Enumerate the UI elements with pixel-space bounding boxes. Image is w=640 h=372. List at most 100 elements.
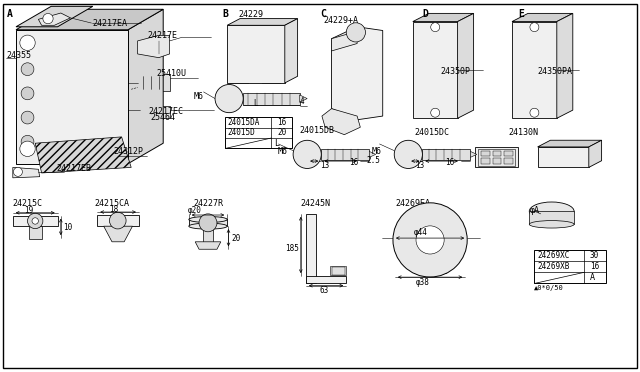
Bar bbox=[235, 33, 278, 74]
Bar bbox=[422, 23, 448, 31]
Bar bbox=[225, 117, 292, 148]
Polygon shape bbox=[16, 6, 93, 27]
Bar bbox=[475, 147, 518, 167]
Bar bbox=[481, 158, 490, 164]
Text: 16: 16 bbox=[445, 158, 454, 167]
Text: 24215CA: 24215CA bbox=[95, 199, 130, 208]
Bar bbox=[422, 109, 448, 116]
Text: 13: 13 bbox=[415, 161, 424, 170]
Bar bbox=[418, 92, 452, 106]
Circle shape bbox=[43, 13, 53, 24]
Text: 24269EA: 24269EA bbox=[396, 199, 431, 208]
Text: 16: 16 bbox=[277, 118, 286, 127]
Polygon shape bbox=[470, 151, 477, 157]
Bar bbox=[106, 95, 125, 114]
Bar bbox=[74, 147, 99, 160]
Bar bbox=[504, 151, 513, 156]
Bar bbox=[61, 95, 80, 114]
Text: φA: φA bbox=[529, 206, 540, 215]
Text: 24015DC: 24015DC bbox=[414, 128, 449, 137]
Text: 63: 63 bbox=[319, 286, 329, 295]
Circle shape bbox=[21, 87, 34, 100]
Polygon shape bbox=[413, 22, 458, 118]
Bar bbox=[140, 106, 170, 118]
Text: A: A bbox=[589, 273, 595, 282]
Text: 185: 185 bbox=[285, 244, 300, 253]
Circle shape bbox=[199, 214, 217, 232]
Bar bbox=[19, 86, 36, 101]
Polygon shape bbox=[512, 13, 573, 22]
Text: 24215C: 24215C bbox=[13, 199, 43, 208]
Polygon shape bbox=[16, 30, 128, 164]
Circle shape bbox=[393, 203, 467, 277]
Bar bbox=[106, 138, 125, 157]
Bar bbox=[418, 73, 452, 87]
Ellipse shape bbox=[189, 217, 227, 222]
Text: M6: M6 bbox=[278, 147, 288, 156]
Text: D: D bbox=[422, 9, 428, 19]
Text: M6: M6 bbox=[193, 92, 204, 101]
Polygon shape bbox=[300, 95, 307, 102]
Bar bbox=[517, 92, 552, 106]
Text: 24229+A: 24229+A bbox=[323, 16, 358, 25]
Circle shape bbox=[530, 23, 539, 32]
Circle shape bbox=[32, 218, 38, 224]
Bar bbox=[106, 117, 125, 135]
Polygon shape bbox=[322, 109, 360, 135]
Bar bbox=[106, 52, 125, 71]
Bar bbox=[414, 262, 446, 273]
Circle shape bbox=[416, 226, 444, 254]
Text: 24350PA: 24350PA bbox=[538, 67, 573, 76]
Ellipse shape bbox=[112, 218, 124, 223]
Text: C: C bbox=[320, 9, 326, 19]
Polygon shape bbox=[512, 22, 557, 118]
Bar bbox=[262, 75, 280, 83]
Text: 25464: 25464 bbox=[150, 113, 175, 122]
Text: 16: 16 bbox=[590, 262, 599, 271]
Bar bbox=[565, 151, 583, 157]
Bar bbox=[478, 149, 515, 166]
Circle shape bbox=[215, 84, 243, 113]
Bar bbox=[418, 54, 452, 68]
Polygon shape bbox=[332, 31, 357, 51]
Polygon shape bbox=[458, 13, 474, 118]
Bar bbox=[61, 74, 80, 92]
Text: 13: 13 bbox=[320, 161, 329, 170]
Bar bbox=[83, 117, 102, 135]
Text: M6: M6 bbox=[371, 147, 381, 156]
Text: 19: 19 bbox=[24, 206, 33, 215]
Text: 30: 30 bbox=[590, 251, 599, 260]
Text: 24217E: 24217E bbox=[147, 31, 177, 40]
Bar bbox=[332, 267, 345, 275]
Ellipse shape bbox=[404, 230, 456, 250]
Ellipse shape bbox=[529, 202, 574, 221]
Text: 24355: 24355 bbox=[6, 51, 31, 60]
Polygon shape bbox=[38, 13, 70, 25]
Bar bbox=[517, 54, 552, 68]
Polygon shape bbox=[13, 167, 40, 178]
Circle shape bbox=[109, 212, 126, 229]
Text: 24015DB: 24015DB bbox=[300, 126, 335, 135]
Circle shape bbox=[346, 23, 365, 42]
Bar bbox=[306, 276, 346, 283]
Text: 24217EB: 24217EB bbox=[56, 164, 92, 173]
Bar bbox=[493, 158, 501, 164]
Bar bbox=[338, 47, 373, 62]
Text: 2.5: 2.5 bbox=[366, 156, 380, 165]
Bar bbox=[543, 159, 561, 166]
Text: L: L bbox=[253, 99, 257, 108]
Bar bbox=[61, 52, 80, 71]
Bar bbox=[306, 214, 316, 283]
Ellipse shape bbox=[414, 270, 446, 275]
Polygon shape bbox=[227, 25, 285, 83]
Bar bbox=[61, 117, 80, 135]
Bar bbox=[243, 93, 300, 105]
Circle shape bbox=[13, 167, 22, 176]
Text: 24269XB: 24269XB bbox=[537, 262, 570, 271]
Bar bbox=[230, 75, 248, 83]
Bar bbox=[481, 151, 490, 156]
Text: 24015DA: 24015DA bbox=[228, 118, 260, 127]
Text: 16: 16 bbox=[349, 158, 358, 167]
Bar bbox=[321, 149, 369, 160]
Polygon shape bbox=[538, 140, 602, 147]
